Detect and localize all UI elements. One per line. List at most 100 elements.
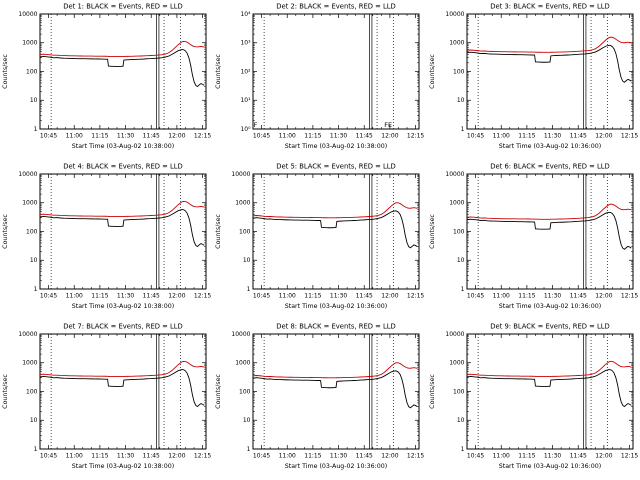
x-tick-label: 11:00	[66, 452, 83, 459]
panel-title: Det 1: BLACK = Events, RED = LLD	[63, 2, 183, 10]
x-tick-label: 11:30	[330, 292, 347, 299]
x-axis-label: Start Time (03-Aug-02 10:36:00)	[285, 463, 387, 470]
lld-series	[466, 203, 632, 220]
y-tick-label: 1000	[449, 40, 464, 47]
x-tick-label: 11:15	[518, 292, 535, 299]
x-tick-label: 11:45	[356, 292, 373, 299]
events-series	[253, 210, 418, 249]
x-tick-label: 12:00	[382, 132, 399, 139]
plot-panel-det-6: 10:45 11:00 11:15 11:30 11:45 12:00 12:15 1 10 10…	[427, 160, 640, 320]
panel-title: Det 7: BLACK = Events, RED = LLD	[63, 322, 183, 330]
y-tick-label: 1	[34, 446, 38, 453]
x-tick-label: 11:00	[279, 452, 296, 459]
data-series	[466, 36, 632, 83]
y-tick-label: 100	[453, 68, 465, 75]
axes	[39, 13, 207, 130]
plot-panel-det-2: 10:45 11:00 11:15 11:30 11:45 12:00 12:15 10⁰ 10…	[213, 0, 426, 160]
y-tick-label: 10³	[241, 40, 252, 47]
lld-series	[466, 36, 632, 53]
data-series	[39, 200, 205, 248]
axes	[466, 333, 634, 450]
y-tick-label: 10	[457, 97, 465, 104]
x-tick-label: 11:30	[544, 452, 561, 459]
plot-panel-det-1: 10:45 11:00 11:15 11:30 11:45 12:00 12:15 1 10 10…	[0, 0, 213, 160]
y-axis-label: Counts/sec	[2, 374, 9, 409]
y-tick-label: 100	[239, 228, 251, 235]
panel-title: Det 9: BLACK = Events, RED = LLD	[490, 322, 610, 330]
event-marker-lines	[264, 334, 395, 449]
y-tick-label: 1000	[236, 360, 251, 367]
data-series	[466, 203, 632, 250]
x-tick-label: 12:15	[407, 452, 424, 459]
y-tick-label: 10000	[18, 171, 37, 178]
chart-det-7: 10:45 11:00 11:15 11:30 11:45 12:00 12:15 1 10 10…	[2, 322, 211, 470]
events-series	[39, 209, 205, 248]
axes	[466, 13, 634, 130]
y-tick-label: 1	[460, 286, 464, 293]
x-tick-label: 12:00	[168, 292, 185, 299]
y-tick-label: 1000	[236, 200, 251, 207]
y-tick-label: 1000	[22, 360, 37, 367]
y-tick-label: 100	[26, 228, 38, 235]
chart-det-8: 10:45 11:00 11:15 11:30 11:45 12:00 12:15 1 10 10…	[215, 322, 424, 470]
y-tick-label: 10	[457, 257, 465, 264]
y-tick-label: 10⁰	[241, 126, 252, 133]
x-axis-label: Start Time (03-Aug-02 10:38:00)	[72, 143, 174, 150]
x-tick-label: 11:30	[117, 292, 134, 299]
x-tick-label: 12:00	[595, 292, 612, 299]
x-tick-label: 11:15	[91, 132, 108, 139]
x-axis-label: Start Time (03-Aug-02 10:36:00)	[498, 143, 600, 150]
data-series	[253, 362, 418, 409]
x-tick-label: 12:00	[595, 132, 612, 139]
x-tick-label: 11:15	[305, 452, 322, 459]
x-tick-label: 10:45	[253, 292, 270, 299]
x-tick-label: 11:30	[544, 132, 561, 139]
x-tick-label: 10:45	[467, 452, 484, 459]
y-tick-label: 10000	[232, 331, 251, 338]
x-tick-label: 11:45	[356, 452, 373, 459]
x-tick-label: 10:45	[253, 132, 270, 139]
y-tick-label: 1	[247, 286, 251, 293]
chart-det-6: 10:45 11:00 11:15 11:30 11:45 12:00 12:15 1 10 10…	[429, 162, 638, 310]
x-tick-label: 11:30	[330, 452, 347, 459]
y-tick-label: 100	[26, 388, 38, 395]
events-series	[466, 211, 632, 250]
axis-labels: 10:45 11:00 11:15 11:30 11:45 12:00 12:15 1 10 10…	[429, 2, 638, 150]
lld-series	[39, 360, 205, 377]
y-axis-label: Counts/sec	[215, 54, 222, 89]
y-tick-label: 100	[453, 388, 465, 395]
y-tick-label: 100	[26, 68, 38, 75]
x-tick-label: 11:15	[305, 132, 322, 139]
y-axis-label: Counts/sec	[215, 374, 222, 409]
y-tick-label: 1000	[22, 200, 37, 207]
data-series	[39, 40, 205, 88]
event-marker-lines	[477, 14, 608, 129]
y-tick-label: 10	[243, 257, 251, 264]
y-tick-label: 10000	[445, 11, 464, 18]
axis-labels: 10:45 11:00 11:15 11:30 11:45 12:00 12:15 1 10 10…	[2, 2, 211, 150]
events-series	[39, 49, 205, 88]
y-tick-label: 1000	[449, 360, 464, 367]
lld-series	[253, 202, 418, 219]
x-tick-label: 12:15	[194, 292, 211, 299]
y-tick-label: 1000	[449, 200, 464, 207]
y-tick-label: 100	[453, 228, 465, 235]
axis-labels: 10:45 11:00 11:15 11:30 11:45 12:00 12:15 1 10 10…	[215, 322, 424, 470]
y-tick-label: 10	[30, 257, 38, 264]
x-tick-label: 11:45	[356, 132, 373, 139]
x-tick-label: 11:00	[492, 452, 509, 459]
x-tick-label: 10:45	[467, 292, 484, 299]
y-tick-label: 10000	[445, 171, 464, 178]
event-marker-lines	[50, 334, 181, 449]
y-axis-label: Counts/sec	[429, 214, 436, 249]
plot-panel-det-8: 10:45 11:00 11:15 11:30 11:45 12:00 12:15 1 10 10…	[213, 320, 426, 480]
chart-det-9: 10:45 11:00 11:15 11:30 11:45 12:00 12:15 1 10 10…	[429, 322, 638, 470]
data-series	[39, 360, 205, 408]
x-tick-label: 12:15	[194, 452, 211, 459]
x-tick-label: 12:15	[621, 292, 638, 299]
panel-title: Det 4: BLACK = Events, RED = LLD	[63, 162, 183, 170]
y-tick-label: 100	[239, 388, 251, 395]
x-tick-label: 11:00	[492, 132, 509, 139]
events-series	[466, 369, 632, 408]
